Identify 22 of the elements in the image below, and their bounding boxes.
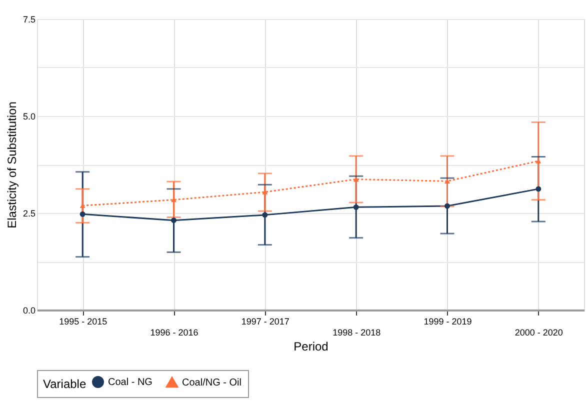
- legend-label: Coal/NG - Oil: [182, 377, 242, 388]
- point: [536, 186, 542, 192]
- point: [444, 178, 450, 184]
- point: [80, 211, 86, 217]
- point: [353, 204, 359, 210]
- point: [262, 212, 268, 218]
- legend-title: Variable: [43, 377, 86, 391]
- legend-label: Coal - NG: [108, 377, 153, 388]
- x-tick-label: 1999 - 2019: [424, 316, 472, 326]
- y-axis-title: Elasticity of Substitution: [4, 102, 19, 228]
- y-tick-label: 5.0: [22, 112, 36, 122]
- point: [171, 218, 176, 224]
- x-axis-title: Period: [294, 340, 328, 354]
- x-tick-label: 2000 - 2020: [514, 328, 563, 338]
- x-tick-label: 1997 - 2017: [241, 316, 290, 326]
- x-tick-label: 1995 - 2015: [59, 316, 108, 326]
- x-tick-label: 1998 - 2018: [332, 328, 381, 338]
- y-tick-label: 7.5: [22, 14, 36, 24]
- y-tick-label: 2.5: [22, 208, 36, 218]
- point: [444, 203, 450, 209]
- y-tick-label: 0.0: [22, 306, 36, 316]
- x-tick-label: 1996 - 2016: [150, 328, 198, 338]
